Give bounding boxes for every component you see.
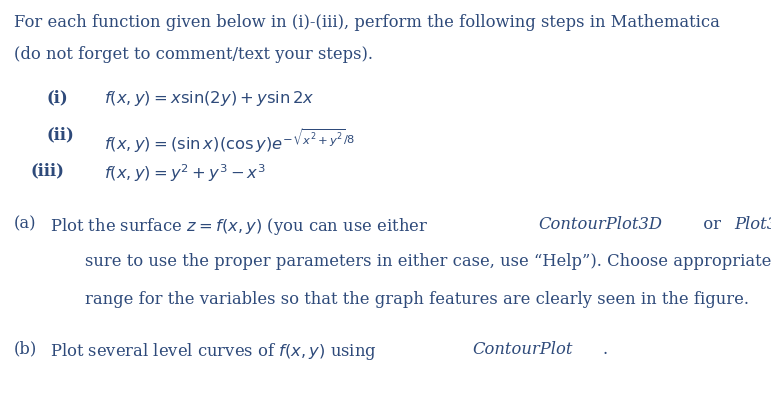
Text: (i): (i)	[46, 89, 68, 106]
Text: ContourPlot: ContourPlot	[473, 341, 573, 358]
Text: Plot3D: Plot3D	[735, 216, 771, 233]
Text: (do not forget to comment/text your steps).: (do not forget to comment/text your step…	[14, 46, 373, 63]
Text: or: or	[698, 216, 726, 233]
Text: For each function given below in (i)-(iii), perform the following steps in Mathe: For each function given below in (i)-(ii…	[14, 14, 720, 31]
Text: (ii): (ii)	[46, 127, 74, 144]
Text: range for the variables so that the graph features are clearly seen in the figur: range for the variables so that the grap…	[85, 291, 749, 308]
Text: Plot the surface $z = f(x, y)$ (you can use either: Plot the surface $z = f(x, y)$ (you can …	[50, 216, 428, 237]
Text: (iii): (iii)	[31, 162, 65, 179]
Text: (a): (a)	[14, 216, 36, 233]
Text: (b): (b)	[14, 341, 37, 358]
Text: $f(x, y) = (\sin x)(\cos y)e^{-\sqrt{x^2+y^2}/8}$: $f(x, y) = (\sin x)(\cos y)e^{-\sqrt{x^2…	[104, 127, 355, 155]
Text: $f(x, y) = x \sin (2y) + y \sin 2x$: $f(x, y) = x \sin (2y) + y \sin 2x$	[104, 89, 315, 108]
Text: Plot several level curves of $f(x, y)$ using: Plot several level curves of $f(x, y)$ u…	[50, 341, 377, 362]
Text: sure to use the proper parameters in either case, use “Help”). Choose appropriat: sure to use the proper parameters in eit…	[85, 253, 771, 270]
Text: ContourPlot3D: ContourPlot3D	[538, 216, 662, 233]
Text: $f(x, y) = y^2 + y^3 - x^3$: $f(x, y) = y^2 + y^3 - x^3$	[104, 162, 266, 184]
Text: .: .	[602, 341, 607, 358]
